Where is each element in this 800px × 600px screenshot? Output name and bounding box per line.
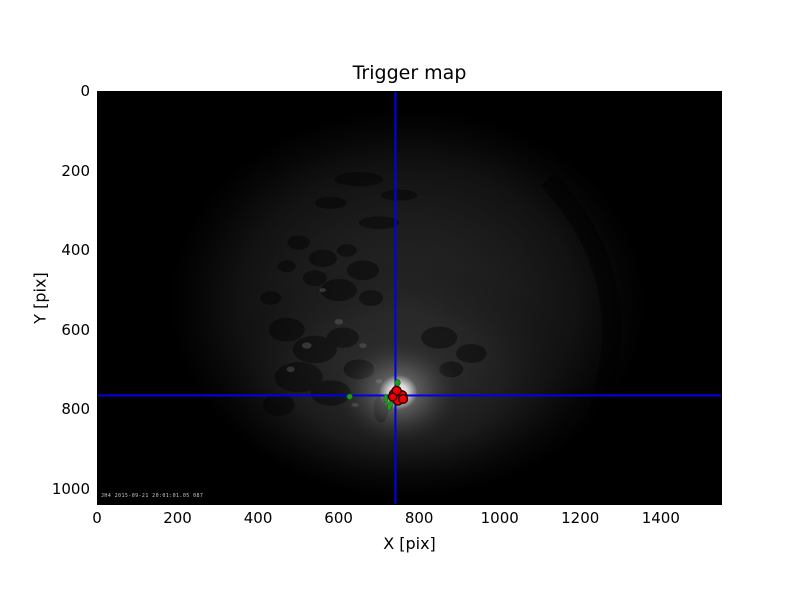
x-tick-label: 1000 xyxy=(480,509,519,527)
camera-image xyxy=(98,92,721,504)
y-axis-label: Y [pix] xyxy=(30,272,50,324)
secondary-detections-marker xyxy=(347,394,353,400)
secondary-detections-marker xyxy=(386,401,393,411)
y-tick-label: 800 xyxy=(61,400,90,419)
trigger-position-cluster-marker xyxy=(389,393,397,401)
inner-ring-shadow xyxy=(540,172,622,421)
x-tick-label: 600 xyxy=(324,509,353,527)
y-tick-label: 200 xyxy=(61,161,90,180)
x-tick-label: 200 xyxy=(163,509,192,527)
y-tick-label: 400 xyxy=(61,241,90,260)
secondary-detections-marker xyxy=(395,380,401,386)
secondary-detections-marker xyxy=(384,394,388,403)
x-tick-label: 1200 xyxy=(561,509,600,527)
x-tick-label: 1400 xyxy=(641,509,680,527)
trigger-position-cluster-marker xyxy=(399,395,408,404)
plot-title: Trigger map xyxy=(352,62,467,84)
y-tick-label: 0 xyxy=(80,82,90,100)
y-tick-label: 600 xyxy=(61,320,90,339)
overlay-markers xyxy=(98,92,721,504)
camera-timestamp-watermark: JH4 2015-09-21 20:01:01.05 087 xyxy=(101,493,204,499)
y-tick-label: 1000 xyxy=(51,480,90,499)
x-axis-label: X [pix] xyxy=(383,534,436,553)
x-tick-label: 800 xyxy=(404,509,434,527)
x-tick-label: 400 xyxy=(243,509,273,527)
plot-area: JH4 2015-09-21 20:01:01.05 087 xyxy=(97,91,722,505)
x-tick-label: 0 xyxy=(92,509,102,527)
